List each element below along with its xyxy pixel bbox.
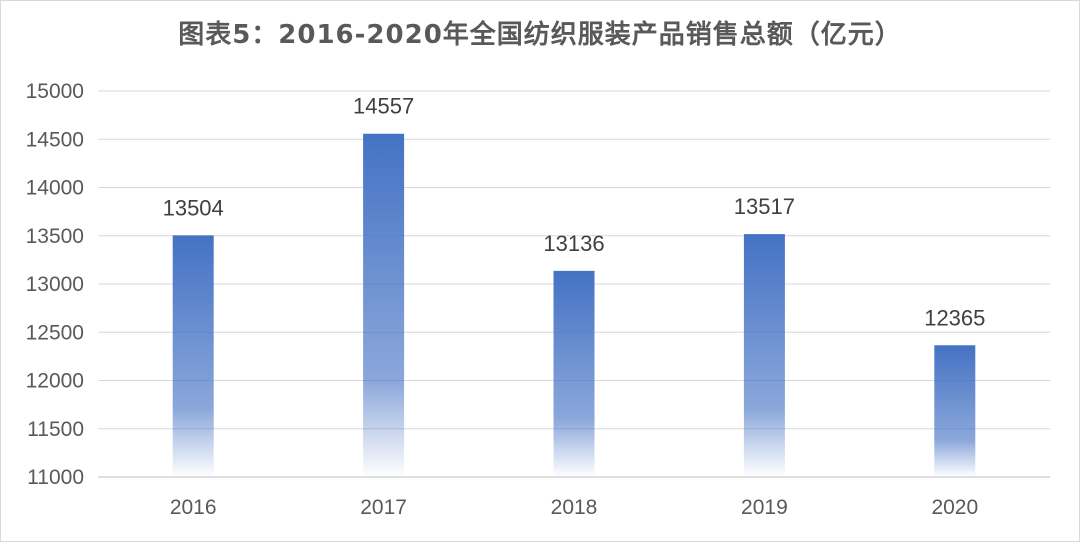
x-tick-label: 2019 <box>741 496 788 519</box>
bars <box>172 133 976 477</box>
data-labels: 13504 14557 13136 13517 12365 <box>163 94 986 331</box>
y-tick-label: 12000 <box>26 370 84 393</box>
data-label-2019: 13517 <box>734 194 795 219</box>
data-label-2016: 13504 <box>163 195 224 220</box>
y-tick-label: 15000 <box>26 80 84 103</box>
data-label-2020: 12365 <box>924 305 985 330</box>
y-tick-label: 13000 <box>26 273 84 296</box>
data-label-2018: 13136 <box>543 231 604 256</box>
y-tick-label: 12500 <box>26 321 84 344</box>
x-tick-label: 2020 <box>931 496 978 519</box>
x-tick-label: 2018 <box>551 496 598 519</box>
bar-2019 <box>743 234 785 477</box>
bar-2018 <box>553 270 595 477</box>
bar-2020 <box>934 345 976 477</box>
x-tick-label: 2017 <box>360 496 407 519</box>
x-axis-tick-labels: 2016 2017 2018 2019 2020 <box>170 496 978 519</box>
y-tick-label: 14000 <box>26 177 84 200</box>
y-tick-label: 13500 <box>26 225 84 248</box>
x-tick-label: 2016 <box>170 496 217 519</box>
data-label-2017: 14557 <box>353 94 414 119</box>
y-axis-tick-labels: 11000 11500 12000 12500 13000 13500 14000 14500… <box>26 80 84 489</box>
y-tick-label: 11500 <box>27 418 84 441</box>
y-tick-label: 11000 <box>27 466 84 489</box>
bar-2016 <box>172 235 214 477</box>
bar-2017 <box>363 133 405 477</box>
chart-title: 图表5：2016-2020年全国纺织服装产品销售总额（亿元） <box>178 20 902 50</box>
y-tick-label: 14500 <box>26 128 84 151</box>
